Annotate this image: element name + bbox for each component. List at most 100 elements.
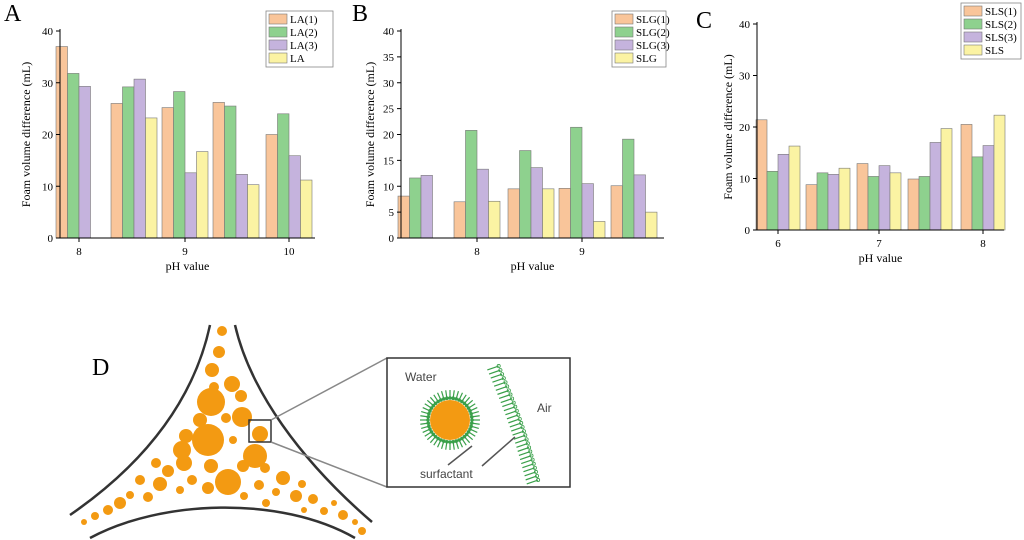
interface-surfactant-tail — [487, 365, 499, 371]
interface-surfactant-tail — [524, 471, 537, 477]
bar-slg — [542, 188, 555, 239]
surfactant-head — [451, 439, 455, 444]
y-tick-label: 30 — [42, 78, 54, 90]
interface-surfactant-head — [520, 425, 525, 430]
y-tick-label: 20 — [42, 130, 54, 142]
y-tick-label: 20 — [383, 130, 395, 142]
surfactant-head — [436, 436, 440, 441]
bar-la2 — [224, 105, 237, 239]
bar-slg3 — [530, 167, 543, 239]
foam-diagram: Water Air surfactant — [69, 324, 571, 540]
surfactant-head — [460, 399, 464, 404]
interface-surfactant-head — [500, 372, 505, 377]
surfactant-head — [454, 439, 458, 443]
y-tick-label: 10 — [739, 174, 751, 186]
y-tick-label: 10 — [383, 181, 395, 193]
interface-surfactant-head — [511, 400, 516, 405]
interface-surfactant-tail — [525, 475, 538, 481]
bar-la2 — [122, 86, 135, 239]
interface-surfactant-head — [533, 469, 538, 474]
y-tick-label: 10 — [42, 181, 54, 193]
interface-surfactant-tail — [516, 442, 529, 448]
surfactant-head — [439, 398, 443, 402]
bar-slg — [645, 211, 658, 239]
bar-sls — [889, 172, 902, 231]
bubble — [252, 426, 268, 442]
interface-surfactant-head — [503, 380, 508, 385]
interface-surfactant-head — [527, 445, 532, 450]
x-tick-label: 9 — [579, 246, 585, 258]
bubble — [221, 413, 231, 423]
surfactant-head — [429, 406, 434, 410]
bar-la — [196, 151, 209, 239]
interface-surfactant-head — [529, 453, 534, 458]
bar-slg3 — [581, 183, 594, 239]
interface-surfactant-tail — [509, 422, 522, 428]
bar-la2 — [67, 73, 80, 239]
legend-swatch — [268, 39, 288, 51]
bubble — [176, 455, 192, 471]
plateau-border-right-curve — [233, 324, 373, 523]
bubble — [176, 486, 184, 494]
legend-label: LA(2) — [290, 27, 318, 39]
surfactant-head — [470, 418, 474, 422]
legend-label: SLS(2) — [985, 19, 1017, 31]
interface-surfactant-tail — [502, 402, 514, 408]
panel-letter-c: C — [696, 8, 712, 34]
y-tick-label: 20 — [739, 122, 751, 134]
bubble — [91, 512, 99, 520]
bar-slg2 — [570, 126, 583, 239]
interface-surfactant-head — [517, 416, 522, 421]
interface-surfactant-tail — [519, 455, 532, 461]
surfactant-head — [445, 396, 449, 401]
bar-la3 — [133, 78, 146, 239]
interface-surfactant-tail — [505, 410, 517, 416]
interface-surfactant-tail — [508, 418, 520, 424]
bar-slg — [488, 200, 501, 239]
bar-la1 — [161, 107, 174, 239]
y-tick-label: 35 — [383, 52, 395, 64]
surfactant-head — [457, 398, 461, 402]
surfactant-head — [427, 424, 431, 428]
bar-slg1 — [453, 201, 466, 239]
surfactant-head — [427, 412, 431, 416]
bar-slg1 — [610, 185, 623, 239]
legend-label: LA — [290, 53, 305, 65]
bar-sls2 — [867, 176, 880, 231]
bubble — [192, 424, 224, 456]
label-water: Water — [405, 370, 437, 384]
y-axis-title: Foam volume difference (mL) — [19, 62, 33, 207]
y-axis-title: Foam volume difference (mL) — [363, 62, 377, 207]
legend-label: SLG — [636, 53, 657, 65]
surfactant-head — [466, 430, 471, 434]
legend-swatch — [614, 39, 634, 51]
interface-surfactant-head — [530, 457, 535, 462]
y-tick-label: 40 — [42, 26, 54, 38]
bubble — [224, 376, 240, 392]
liquid-bubbles — [81, 326, 366, 535]
interface-surfactant-head — [535, 473, 540, 478]
legend-swatch — [268, 26, 288, 38]
bubble — [179, 429, 193, 443]
bubble — [202, 482, 214, 494]
y-tick-label: 30 — [383, 78, 395, 90]
legend-swatch — [614, 26, 634, 38]
bar-slg2 — [622, 138, 635, 239]
surfactant-head — [445, 439, 449, 444]
y-tick-label: 40 — [383, 26, 395, 38]
bubble — [338, 510, 348, 520]
bar-slg2 — [465, 130, 478, 239]
bar-slg1 — [397, 195, 410, 239]
bubble — [205, 363, 219, 377]
legend-label: LA(1) — [290, 14, 318, 26]
x-axis-title: pH value — [166, 259, 210, 273]
interface-surfactant-head — [510, 396, 515, 401]
bubble — [260, 463, 270, 473]
bar-slg3 — [420, 175, 433, 239]
interface-surfactant-tail — [490, 373, 503, 379]
bubble — [173, 441, 191, 459]
bubble — [237, 460, 249, 472]
label-surfactant: surfactant — [420, 467, 473, 481]
panel-letter-a: A — [4, 1, 22, 27]
surfactant-head — [469, 415, 474, 419]
